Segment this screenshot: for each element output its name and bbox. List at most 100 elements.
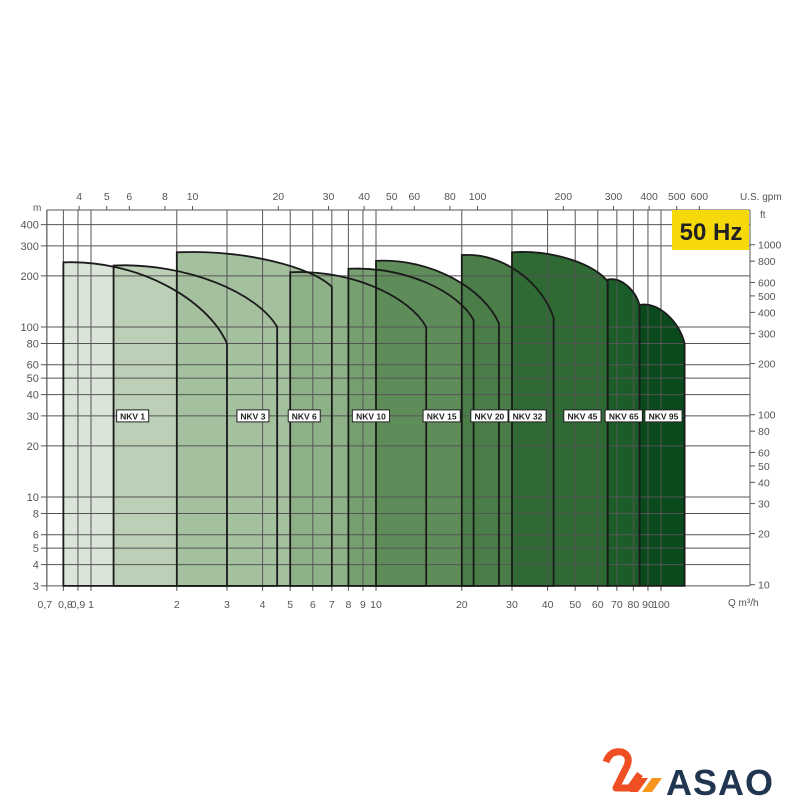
top-tick-label: 30 [323, 191, 335, 203]
top-tick-label: 500 [668, 191, 686, 203]
outline-nkv-20 [375, 259, 500, 587]
x-tick-label: 1 [88, 599, 94, 611]
logo-wordmark: ASAO [666, 762, 775, 803]
x-tick-label: 20 [456, 599, 468, 611]
series-label-box [470, 409, 509, 423]
y-tick-label: 3 [33, 581, 39, 593]
area-nkv-65 [607, 279, 640, 586]
y-tick-label: 200 [20, 271, 38, 283]
outline-nkv-1 [62, 261, 228, 587]
top-tick-label: 80 [444, 191, 456, 203]
top-tick-label: 4 [76, 191, 82, 203]
x-tick-label: 0,9 [71, 599, 86, 611]
series-label: NKV 65 [609, 411, 639, 421]
series-label: NKV 32 [513, 411, 543, 421]
series-label: NKV 15 [427, 411, 457, 421]
outline-nkv-95 [638, 303, 686, 587]
y-tick-label: 400 [20, 220, 38, 232]
top-tick-label: 50 [386, 191, 398, 203]
x-tick-label: 8 [345, 599, 351, 611]
series-label-box [351, 409, 391, 423]
x-axis-label: Q m³/h [728, 598, 759, 609]
y-tick-label: 300 [20, 241, 38, 253]
right-tick-label: 100 [758, 410, 776, 422]
right-tick-label: 800 [758, 256, 776, 268]
outline-nkv-15 [347, 267, 475, 587]
y-tick-label: 30 [27, 411, 39, 423]
top-tick-label: 8 [162, 191, 168, 203]
y-tick-label: 80 [27, 338, 39, 350]
series-label: NKV 10 [356, 411, 386, 421]
x-tick-label: 5 [287, 599, 293, 611]
y-tick-label: 20 [27, 441, 39, 453]
area-nkv-95 [639, 304, 685, 586]
asao-logo: ASAO [600, 748, 800, 803]
top-tick-label: 100 [469, 191, 487, 203]
right-tick-label: 1000 [758, 240, 782, 252]
series-label-box [644, 409, 683, 423]
outline-nkv-6 [175, 251, 333, 587]
series-labels: NKV 1 NKV 3 NKV 6 NKV 10 NKV 15 NKV 20 NKV 32 N… [116, 409, 683, 423]
outline-nkv-10 [289, 271, 428, 587]
y-tick-label: 5 [33, 543, 39, 555]
right-tick-label: 30 [758, 499, 770, 511]
y-tick-label: 60 [27, 360, 39, 372]
badge-50hz: 50 Hz [672, 210, 749, 250]
right-tick-label: 10 [758, 580, 770, 592]
x-tick-label: 100 [652, 599, 670, 611]
right-tick-label: 20 [758, 529, 770, 541]
series-label: NKV 95 [649, 411, 679, 421]
series-label: NKV 45 [568, 411, 598, 421]
top-tick-label: 20 [272, 191, 284, 203]
top-tick-label: 40 [358, 191, 370, 203]
right-tick-label: 500 [758, 291, 776, 303]
x-tick-label: 80 [628, 599, 640, 611]
x-tick-label: 30 [506, 599, 518, 611]
x-tick-label: 7 [329, 599, 335, 611]
top-tick-label: 60 [408, 191, 420, 203]
outline-nkv-3 [112, 264, 279, 587]
y-tick-label: 6 [33, 530, 39, 542]
y-tick-label: 40 [27, 390, 39, 402]
x-tick-label: 4 [260, 599, 266, 611]
top-tick-label: 10 [187, 191, 199, 203]
series-label: NKV 1 [120, 411, 145, 421]
top-tick-label: 600 [691, 191, 709, 203]
x-tick-label: 70 [611, 599, 623, 611]
y-tick-label: 100 [20, 322, 38, 334]
x-tick-label: 2 [174, 599, 180, 611]
top-tick-label: 5 [104, 191, 110, 203]
top-axis-label: U.S. gpm [740, 192, 782, 203]
y-tick-label: 50 [27, 373, 39, 385]
x-tick-label: 60 [592, 599, 604, 611]
x-tick-label: 0,7 [38, 599, 53, 611]
series-label-box [116, 409, 150, 423]
series-label: NKV 6 [292, 411, 317, 421]
series-label-box [508, 409, 547, 423]
x-tick-label: 6 [310, 599, 316, 611]
badge-text: 50 Hz [680, 219, 743, 246]
series-label-box [604, 409, 643, 423]
y-tick-label: 4 [33, 560, 39, 572]
series-label-box [236, 409, 270, 423]
series-label-box [563, 409, 602, 423]
series-label: NKV 20 [475, 411, 505, 421]
series-label-box [422, 409, 461, 423]
right-tick-label: 200 [758, 359, 776, 371]
top-tick-label: 400 [640, 191, 658, 203]
top-tick-label: 300 [605, 191, 623, 203]
top-tick-label: 6 [126, 191, 132, 203]
top-tick-label: 200 [555, 191, 573, 203]
series-label-box [287, 409, 321, 423]
x-tick-label: 90 [642, 599, 654, 611]
outline-nkv-32 [460, 254, 555, 587]
right-tick-label: 300 [758, 329, 776, 341]
series-outlines [62, 251, 686, 587]
right-tick-label: 600 [758, 277, 776, 289]
x-tick-label: 40 [542, 599, 554, 611]
right-tick-label: 40 [758, 477, 770, 489]
y-tick-label: 8 [33, 508, 39, 520]
right-tick-label: 400 [758, 307, 776, 319]
